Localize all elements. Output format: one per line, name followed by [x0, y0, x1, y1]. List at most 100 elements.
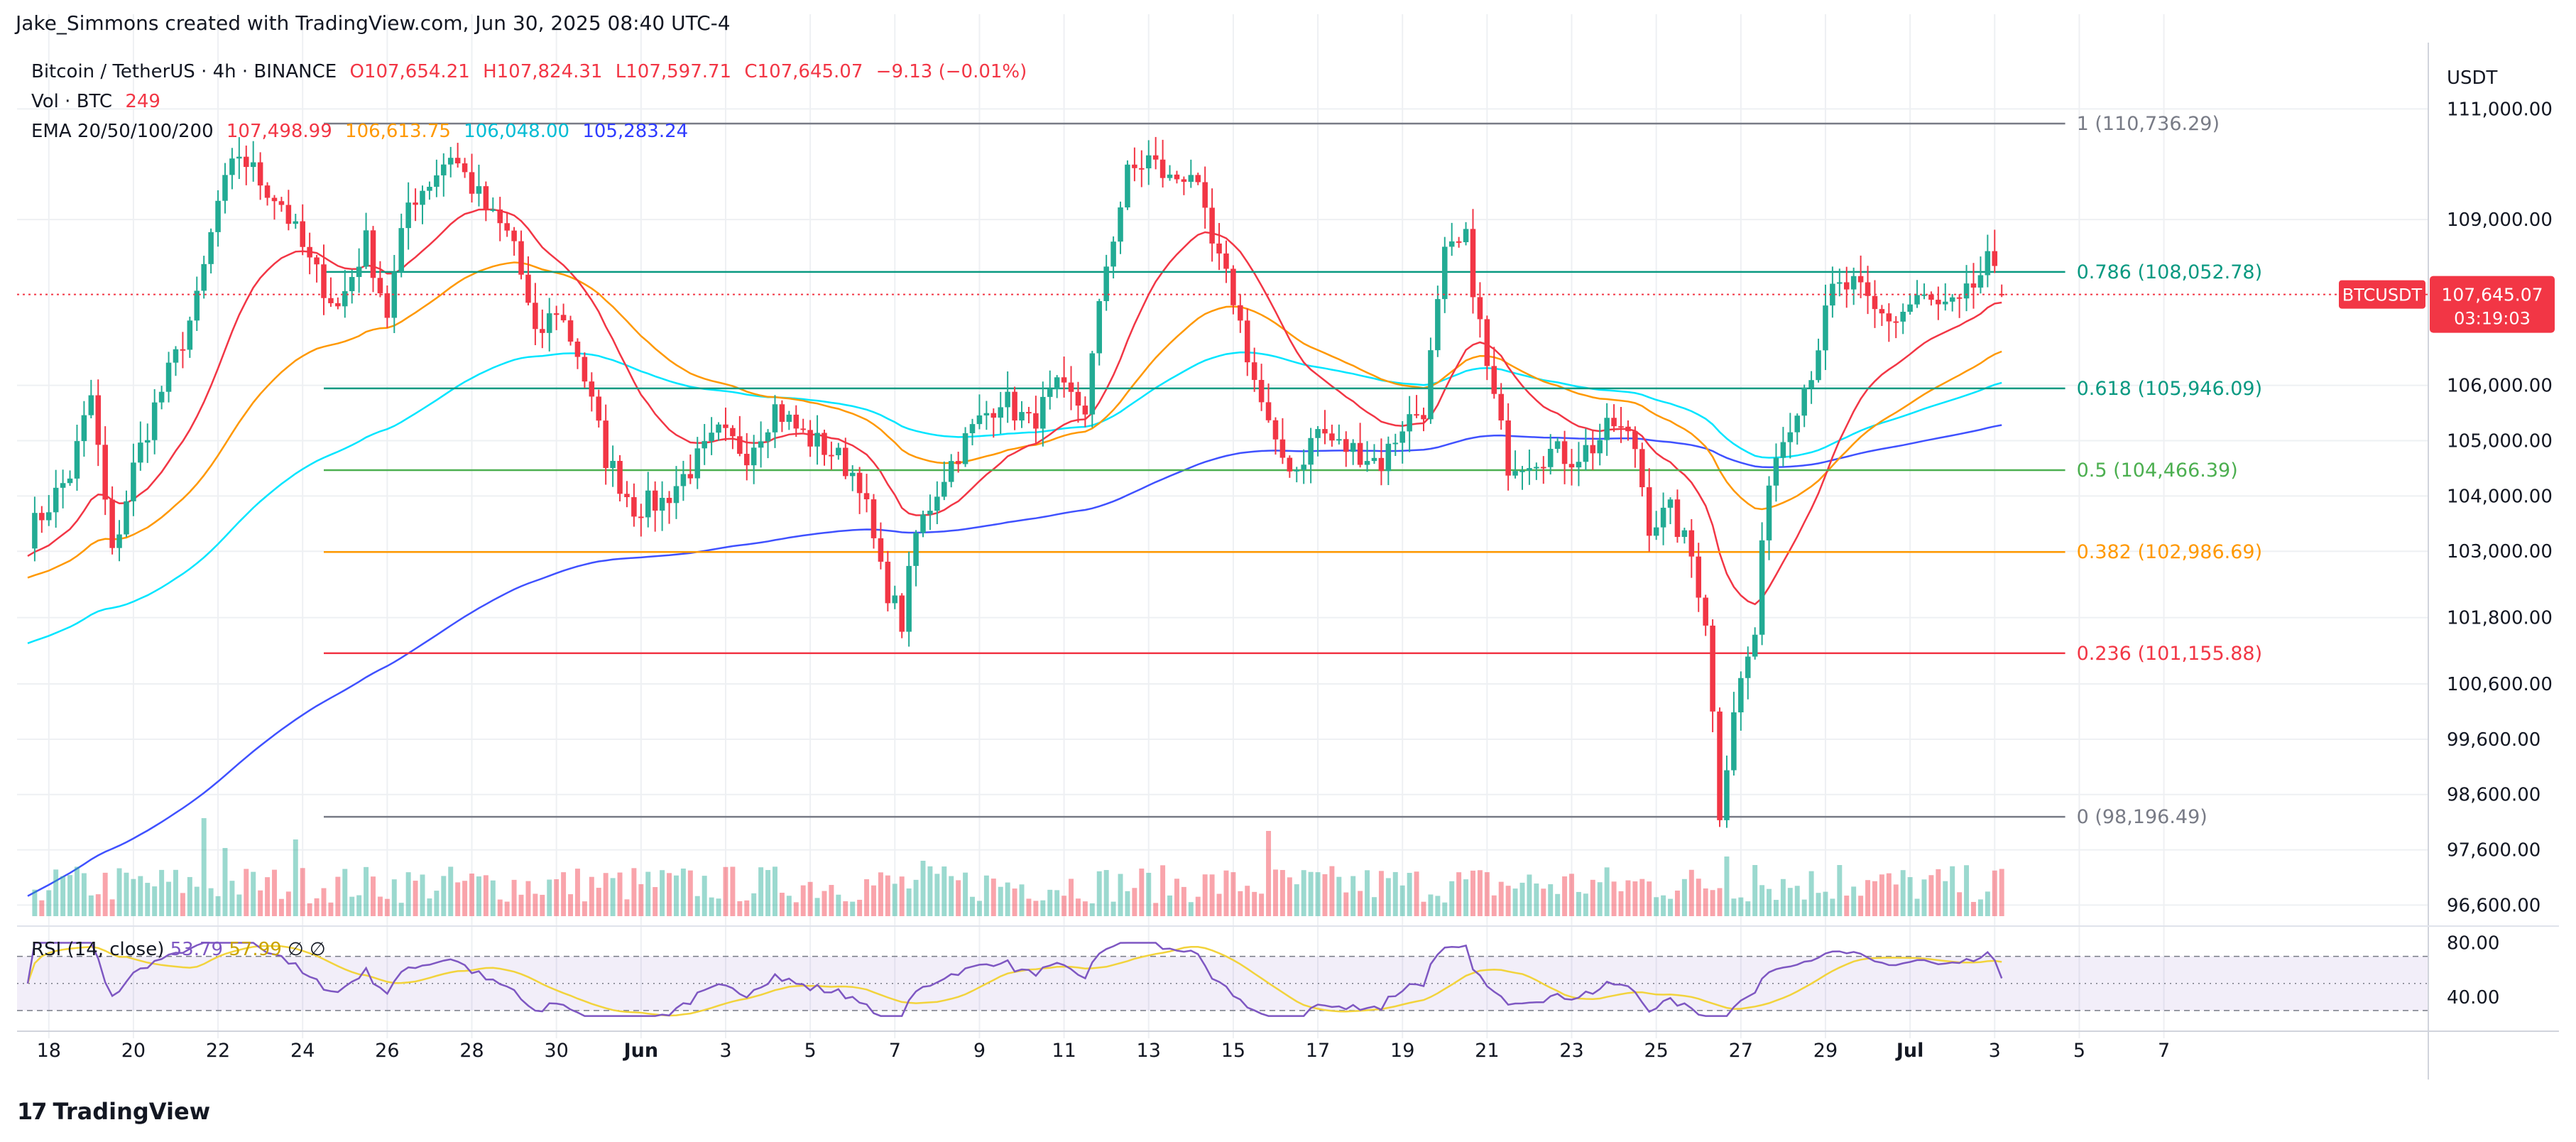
volume-bar [878, 872, 883, 916]
candle-body [1294, 469, 1300, 472]
volume-bar [1985, 891, 1990, 916]
candle-body [1110, 241, 1116, 267]
volume-label[interactable]: Vol · BTC [31, 91, 113, 112]
candle-body [81, 415, 87, 442]
volume-bar [1964, 865, 1970, 916]
candle-body [490, 209, 496, 211]
candle-body [1773, 457, 1779, 486]
price-tick-label: 99,600.00 [2447, 729, 2540, 751]
candle-body [1399, 431, 1405, 443]
volume-bar [116, 868, 122, 916]
volume-bar [1724, 856, 1730, 916]
candle-body [659, 497, 665, 511]
candle-body [856, 472, 863, 494]
price-tick-label: 98,600.00 [2447, 785, 2540, 806]
candle-body [1033, 413, 1039, 429]
volume-bar [1992, 870, 1997, 916]
candle-body [370, 230, 376, 278]
candle-body [1118, 207, 1123, 242]
candle-body [1710, 625, 1715, 712]
volume-bar [427, 898, 432, 916]
volume-bar [1900, 870, 1906, 916]
candle-body [250, 162, 256, 168]
rsi-legend: RSI (14, close) 53.79 57.99 ∅ ∅ [31, 939, 326, 960]
volume-bar [1358, 891, 1363, 916]
candle-body [1082, 406, 1088, 415]
candle-body [779, 404, 785, 422]
volume-bar [990, 879, 996, 916]
volume-bar [1350, 876, 1356, 916]
candle-body [405, 202, 411, 229]
candle-body [1209, 207, 1215, 244]
candle-body [1759, 540, 1765, 635]
volume-bar [398, 903, 404, 916]
volume-bar [1125, 891, 1130, 916]
candle-body [1505, 420, 1511, 476]
price-tick-label: 97,600.00 [2447, 840, 2540, 861]
volume-bar [1279, 870, 1285, 916]
candle-body [1872, 295, 1878, 310]
volume-bar [1921, 879, 1927, 916]
candle-body [1019, 412, 1025, 421]
candle-body [1442, 246, 1448, 300]
volume-bar [1294, 884, 1299, 916]
ohlc-low: L107,597.71 [615, 61, 732, 82]
volume-bar [81, 873, 87, 916]
candle-body [1992, 251, 1998, 266]
candle-body [1364, 461, 1370, 465]
candle-body [504, 223, 510, 231]
volume-bar [1442, 902, 1448, 916]
time-tick-label: 29 [1813, 1040, 1838, 1062]
symbol-title[interactable]: Bitcoin / TetherUS · 4h · BINANCE [31, 61, 337, 82]
candle-body [645, 490, 651, 518]
candle-body [144, 440, 151, 443]
candle-body [1040, 396, 1046, 429]
candle-body [560, 315, 567, 321]
candle-body [462, 163, 468, 173]
volume-bar [1936, 869, 1941, 916]
volume-bar [574, 869, 580, 916]
candle-body [610, 460, 616, 468]
candle-body [222, 175, 228, 201]
volume-bar [603, 873, 608, 916]
volume-bar [1484, 872, 1490, 916]
volume-bar [533, 893, 538, 916]
volume-bar [829, 885, 834, 916]
time-tick-label: 20 [121, 1040, 146, 1062]
candle-body [1823, 305, 1828, 351]
candle-body [1674, 499, 1681, 537]
candle-body [271, 197, 278, 202]
volume-bar [1519, 882, 1525, 916]
ema200-line [27, 424, 2002, 897]
candle-body [737, 436, 743, 454]
volume-bar [568, 894, 574, 916]
volume-bar [194, 886, 200, 916]
candle-body [1688, 530, 1695, 557]
time-tick-label: 26 [375, 1040, 399, 1062]
volume-bar [53, 869, 59, 916]
candle-body [109, 499, 115, 548]
candle-body [892, 595, 898, 604]
candle-body [1928, 294, 1934, 300]
candle-body [829, 455, 834, 457]
ema-label[interactable]: EMA 20/50/100/200 [31, 121, 214, 142]
candle-body [1047, 389, 1053, 397]
volume-bar [1865, 880, 1871, 916]
volume-bar [244, 869, 249, 916]
volume-bar [67, 875, 73, 916]
volume-bar [462, 881, 468, 916]
candle-body [1167, 174, 1173, 178]
volume-bar [236, 894, 242, 916]
candle-body [1907, 304, 1913, 312]
candle-body [1350, 442, 1356, 452]
candle-body [1315, 429, 1321, 438]
candle-body [1999, 293, 2004, 295]
volume-bar [1449, 881, 1455, 916]
volume-bar [1767, 888, 1772, 916]
candle-body [131, 462, 136, 501]
candle-body [1484, 319, 1490, 366]
candle-body [1977, 275, 1984, 288]
candle-body [1463, 229, 1469, 242]
volume-bar [1794, 886, 1800, 916]
